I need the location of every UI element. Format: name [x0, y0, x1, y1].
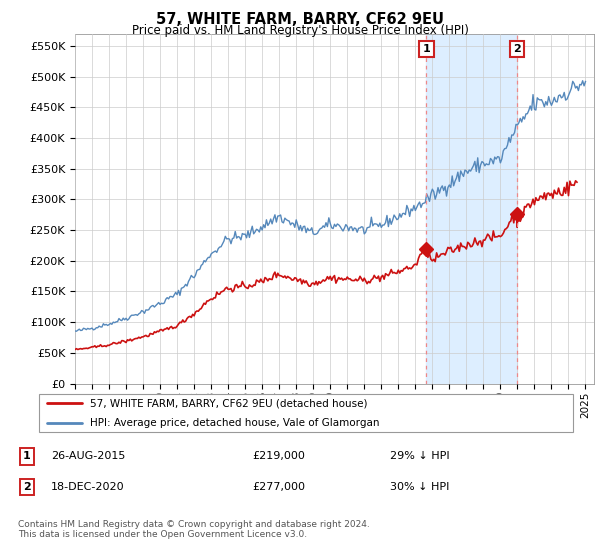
Text: 1: 1 [422, 44, 430, 54]
Text: 26-AUG-2015: 26-AUG-2015 [51, 451, 125, 461]
Bar [427, 34, 517, 384]
Text: 57, WHITE FARM, BARRY, CF62 9EU (detached house): 57, WHITE FARM, BARRY, CF62 9EU (detache… [90, 398, 367, 408]
Text: 57, WHITE FARM, BARRY, CF62 9EU: 57, WHITE FARM, BARRY, CF62 9EU [156, 12, 444, 27]
Bar [586, 34, 600, 384]
Text: Price paid vs. HM Land Registry's House Price Index (HPI): Price paid vs. HM Land Registry's House … [131, 24, 469, 37]
Text: £219,000: £219,000 [252, 451, 305, 461]
Text: 30% ↓ HPI: 30% ↓ HPI [390, 482, 449, 492]
Text: 18-DEC-2020: 18-DEC-2020 [51, 482, 125, 492]
Text: 1: 1 [23, 451, 31, 461]
Text: HPI: Average price, detached house, Vale of Glamorgan: HPI: Average price, detached house, Vale… [90, 418, 380, 428]
Text: 29% ↓ HPI: 29% ↓ HPI [390, 451, 449, 461]
Text: £277,000: £277,000 [252, 482, 305, 492]
FancyBboxPatch shape [39, 394, 574, 432]
Text: Contains HM Land Registry data © Crown copyright and database right 2024.
This d: Contains HM Land Registry data © Crown c… [18, 520, 370, 539]
Text: 2: 2 [23, 482, 31, 492]
Text: 2: 2 [513, 44, 521, 54]
